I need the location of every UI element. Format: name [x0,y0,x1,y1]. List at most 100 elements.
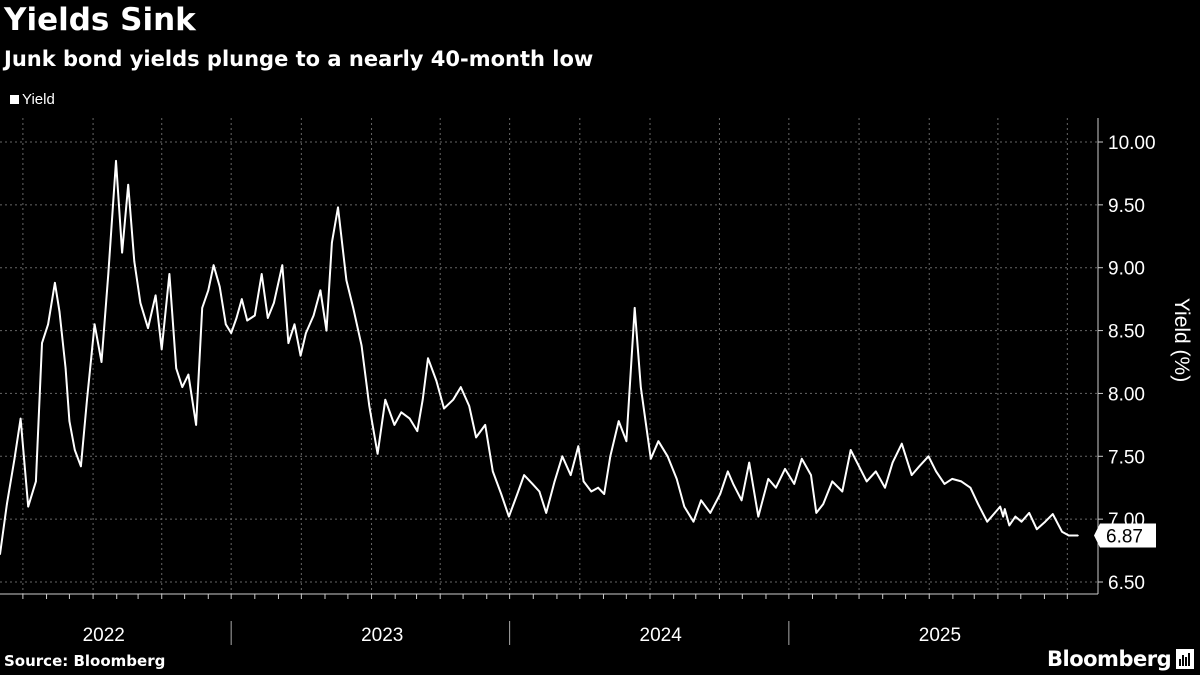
data-point-yield-47 [299,354,302,357]
data-point-yield-0 [0,553,1,556]
data-point-yield-14 [86,398,88,401]
legend-label-yield: Yield [22,91,55,108]
y-tick-label-7: 10.00 [1108,133,1156,154]
data-point-yield-146 [1061,530,1063,533]
data-point-yield-34 [218,285,221,288]
data-point-yield-31 [201,307,203,309]
data-point-yield-78 [531,483,534,485]
data-point-yield-98 [683,505,686,508]
data-point-yield-109 [775,486,777,489]
data-point-yield-108 [767,478,770,480]
legend: Yield [10,91,55,108]
data-point-yield-67 [443,407,445,410]
data-point-yield-32 [207,289,210,292]
data-point-yield-61 [400,411,403,414]
data-point-yield-135 [994,512,996,514]
brand-logo: Bloomberg [1047,647,1172,671]
data-point-yield-97 [675,478,678,480]
data-point-yield-69 [460,386,462,388]
chart-title: Yields Sink [4,2,196,38]
y-tick-label-6: 9.50 [1108,196,1145,217]
data-point-yield-141 [1020,520,1023,523]
data-point-yield-21 [133,260,136,263]
data-point-yield-145 [1052,513,1054,515]
data-point-yield-76 [516,493,519,495]
data-point-yield-70 [468,405,471,407]
data-point-yield-65 [427,357,429,360]
data-point-yield-79 [538,490,541,493]
data-point-yield-74 [500,493,503,495]
data-point-yield-126 [918,465,921,468]
data-point-yield-127 [927,455,930,458]
data-point-yield-88 [603,493,605,495]
data-point-yield-114 [815,512,818,514]
data-point-yield-28 [181,386,184,388]
data-point-yield-120 [865,480,868,483]
bloomberg-terminal-icon [1176,649,1194,669]
data-point-yield-24 [154,294,157,297]
data-point-yield-104 [732,483,734,485]
y-axis-label: Yield (%) [1170,298,1193,382]
data-point-yield-90 [617,420,620,422]
data-point-yield-51 [325,329,328,332]
data-point-yield-81 [553,480,556,483]
data-point-yield-105 [740,499,743,502]
data-point-yield-77 [523,474,525,476]
data-point-yield-112 [801,458,803,460]
data-point-yield-17 [107,273,110,275]
last-value-box [1094,523,1156,548]
legend-swatch-yield [10,95,19,104]
data-point-yield-54 [345,279,348,282]
data-point-yield-85 [582,480,585,483]
data-point-yield-29 [187,373,190,376]
y-tick-label-3: 8.00 [1108,384,1145,405]
data-point-yield-1 [6,503,8,505]
y-tick-label-5: 9.00 [1108,259,1145,280]
data-point-yield-123 [891,461,894,464]
data-point-yield-35 [225,323,227,326]
data-point-yield-131 [960,480,963,483]
data-point-yield-18 [115,160,117,162]
data-point-yield-63 [416,430,419,432]
data-point-yield-133 [977,503,979,505]
series-line-yield [0,159,1078,555]
data-point-yield-48 [305,332,307,334]
data-point-yield-80 [545,512,547,514]
data-point-yield-43 [273,302,275,304]
data-point-yield-110 [784,468,786,470]
data-point-yield-86 [590,490,593,493]
data-point-yield-2 [13,458,16,460]
data-point-yield-4 [27,505,30,508]
data-point-yield-142 [1028,512,1030,514]
data-point-yield-117 [841,490,844,493]
data-point-yield-44 [281,264,284,267]
x-tick-label-3: 2025 [919,625,961,646]
data-point-yield-49 [312,314,315,317]
data-point-yield-101 [709,512,712,514]
data-point-yield-89 [609,455,612,458]
data-point-yield-92 [633,307,636,309]
data-point-yield-124 [901,442,903,445]
data-point-yield-15 [93,323,96,326]
data-point-yield-102 [719,493,721,495]
data-point-yield-99 [692,520,695,523]
x-tick-label-2: 2024 [640,625,683,646]
x-tick-label-0: 2022 [83,625,125,646]
data-point-yield-149 [1077,534,1079,537]
x-tick-label-1: 2023 [361,625,403,646]
data-point-yield-60 [393,424,396,426]
data-point-yield-91 [625,440,628,443]
data-point-yield-113 [810,474,812,476]
data-point-yield-147 [1068,534,1070,537]
data-point-yield-111 [793,483,795,485]
data-point-yield-140 [1014,515,1017,518]
data-point-yield-75 [508,515,510,518]
data-point-yield-93 [640,386,642,388]
source-note: Source: Bloomberg [4,652,166,670]
data-point-yield-36 [230,332,232,334]
data-point-yield-96 [666,455,669,458]
data-point-yield-73 [492,470,494,473]
data-point-yield-106 [748,461,750,464]
data-point-yield-6 [41,342,43,344]
